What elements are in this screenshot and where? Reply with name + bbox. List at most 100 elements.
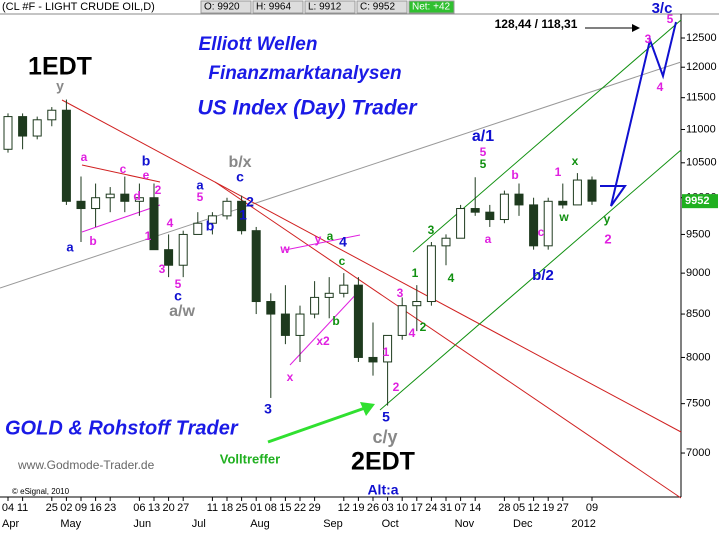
- wave-label: a: [327, 229, 334, 243]
- net-label: Net: +42: [412, 2, 451, 13]
- x-tick-label: 27: [557, 502, 569, 514]
- x-tick-label: 02: [60, 502, 72, 514]
- candle-body: [178, 233, 188, 266]
- wave-label: x: [572, 154, 579, 168]
- wave-label: y: [315, 232, 322, 246]
- wave-label: 3: [264, 401, 272, 417]
- wave-label: a: [196, 177, 204, 192]
- candle-body: [470, 208, 480, 213]
- wave-label: y: [56, 78, 64, 94]
- x-tick-label: 23: [104, 502, 116, 514]
- wave-label: 2EDT: [351, 448, 415, 476]
- candle-body: [222, 200, 232, 217]
- x-tick-label: 19: [352, 502, 364, 514]
- wave-label: Volltreffer: [220, 451, 280, 466]
- candle-body: [353, 284, 363, 358]
- wave-label: b: [511, 168, 518, 182]
- title: Elliott Wellen: [199, 34, 318, 55]
- candle-body: [134, 197, 144, 202]
- candle-body: [339, 284, 349, 294]
- trendline: [81, 204, 161, 233]
- wave-label: w: [279, 242, 290, 256]
- x-tick-label: 11: [207, 502, 218, 514]
- wave-label: b: [206, 218, 215, 234]
- trendline: [289, 289, 361, 366]
- wave-label: 4: [448, 271, 455, 285]
- month-label: Dec: [513, 518, 533, 530]
- candle-body: [514, 193, 524, 206]
- title: Finanzmarktanalysen: [208, 63, 401, 84]
- wave-label: 1: [555, 165, 562, 179]
- candle-body: [558, 200, 568, 206]
- wave-label: b: [332, 314, 339, 328]
- month-label: Oct: [382, 518, 399, 530]
- wave-label: 5: [382, 409, 390, 425]
- arrow: [267, 406, 366, 444]
- wave-label: a: [485, 232, 492, 246]
- wave-label: e: [143, 168, 150, 182]
- x-tick-label: 13: [148, 502, 160, 514]
- header-box: [200, 0, 252, 14]
- wave-label: 5: [175, 277, 182, 291]
- y-tick-label: 7000: [686, 447, 710, 459]
- month-label: Nov: [455, 518, 475, 530]
- candle-body: [397, 305, 407, 336]
- wave-label: 4: [339, 234, 347, 250]
- candle-body: [383, 334, 393, 363]
- open-label: O: 9920: [204, 2, 240, 13]
- y-tick-label: 11500: [686, 92, 716, 104]
- wave-label: 1EDT: [28, 53, 92, 81]
- x-tick-label: 25: [235, 502, 247, 514]
- wave-label: b: [142, 153, 151, 169]
- header-box: [408, 0, 455, 14]
- projection: [600, 21, 677, 207]
- y-tick-label: 9000: [686, 267, 710, 279]
- x-tick-label: 18: [221, 502, 233, 514]
- candle-body: [587, 179, 597, 202]
- low-label: L: 9912: [308, 2, 342, 13]
- candle-body: [32, 119, 42, 137]
- arrow-head: [360, 402, 375, 416]
- wave-label: 4: [409, 326, 416, 340]
- candle-body: [412, 301, 422, 307]
- wave-label: 3/c: [652, 0, 673, 17]
- wave-label: 5: [197, 190, 204, 204]
- wave-label: b: [89, 234, 96, 248]
- candle-body: [543, 200, 553, 247]
- wave-label: a: [81, 150, 88, 164]
- x-tick-label: 06: [133, 502, 145, 514]
- last-price-label: 9952: [685, 195, 709, 207]
- trendline: [61, 99, 682, 433]
- url: www.Godmode-Trader.de: [17, 458, 155, 472]
- wave-label: x2: [316, 334, 330, 348]
- wave-label: 5: [480, 157, 487, 171]
- x-tick-label: 08: [265, 502, 277, 514]
- x-tick-label: 20: [162, 502, 174, 514]
- candle-body: [193, 222, 203, 235]
- wave-label: Alt:a: [367, 482, 398, 498]
- wave-label: 5: [480, 145, 487, 159]
- wave-label: a/1: [472, 128, 494, 145]
- wave-label: d: [133, 189, 140, 203]
- x-tick-label: 03: [381, 502, 393, 514]
- x-tick-label: 26: [367, 502, 379, 514]
- wave-label: 1: [383, 345, 390, 359]
- x-tick-label: 17: [411, 502, 423, 514]
- wave-label: 3: [428, 223, 435, 237]
- month-label: Sep: [323, 518, 343, 530]
- x-tick-label: 15: [279, 502, 291, 514]
- wave-label: 2: [604, 231, 611, 246]
- wave-label: 3: [159, 262, 166, 276]
- candle-body: [47, 109, 57, 121]
- y-tick-label: 12000: [686, 61, 717, 73]
- wave-label: 2: [155, 183, 162, 197]
- wave-label: c: [339, 254, 346, 268]
- x-tick-label: 25: [46, 502, 58, 514]
- wave-label: x: [287, 370, 294, 384]
- last-price-box: [682, 194, 718, 209]
- candle-body: [310, 296, 320, 315]
- candle-body: [426, 245, 436, 303]
- x-tick-label: 24: [425, 502, 437, 514]
- wave-label: c: [538, 225, 545, 239]
